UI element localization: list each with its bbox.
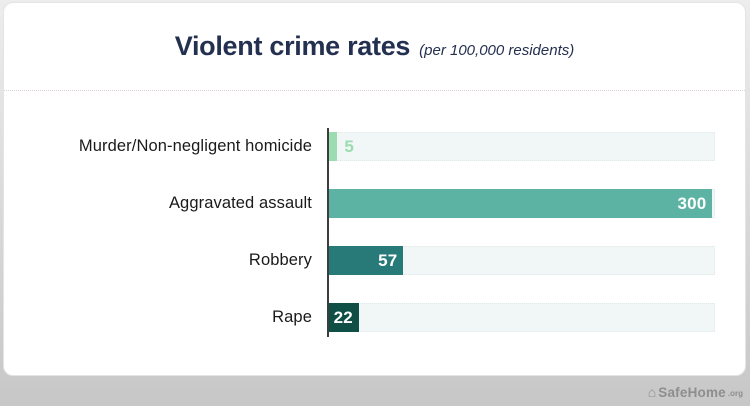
y-axis-line: [327, 128, 329, 337]
brand-name: SafeHome: [658, 384, 726, 400]
bar: [329, 132, 338, 161]
value-label: 5: [344, 136, 354, 156]
bar-track: 57: [329, 246, 715, 275]
brand-logo: ⌂ SafeHome .org: [648, 385, 743, 400]
chart-row: Rape 22: [4, 289, 745, 346]
chart-title: Violent crime rates: [174, 31, 411, 61]
chart-rows: Murder/Non-negligent homicide 5 Aggravated…: [4, 118, 745, 346]
category-label: Aggravated assault: [168, 194, 312, 212]
brand-suffix: .org: [727, 388, 743, 398]
plot-cell: 300: [327, 189, 745, 218]
plot-cell: 57: [327, 246, 745, 275]
category-label: Robbery: [248, 251, 312, 269]
footer-band: ⌂ SafeHome .org: [0, 378, 750, 406]
chart-row: Aggravated assault 300: [4, 175, 745, 232]
bar-track: 5: [329, 132, 715, 161]
chart-header: Violent crime rates (per 100,000 residen…: [4, 3, 745, 91]
category-label: Murder/Non-negligent homicide: [78, 137, 312, 155]
bar-track: 22: [329, 303, 715, 332]
chart-row: Robbery 57: [4, 232, 745, 289]
title-group: Violent crime rates (per 100,000 residen…: [175, 31, 575, 62]
category-label: Rape: [272, 308, 312, 326]
bar-chart: Murder/Non-negligent homicide 5 Aggravated…: [4, 91, 745, 346]
value-label: 22: [333, 307, 353, 327]
value-label: 57: [378, 250, 398, 270]
chart-subtitle: (per 100,000 residents): [419, 42, 575, 59]
value-label: 300: [677, 193, 707, 213]
chart-row: Murder/Non-negligent homicide 5: [4, 118, 745, 175]
plot-cell: 22: [327, 303, 745, 332]
bar: 300: [329, 189, 713, 218]
home-icon: ⌂: [647, 384, 657, 400]
bar: 22: [329, 303, 359, 332]
plot-cell: 5: [327, 132, 745, 161]
bar-track: 300: [329, 189, 715, 218]
chart-card: Violent crime rates (per 100,000 residen…: [3, 2, 746, 376]
bar: 57: [329, 246, 404, 275]
